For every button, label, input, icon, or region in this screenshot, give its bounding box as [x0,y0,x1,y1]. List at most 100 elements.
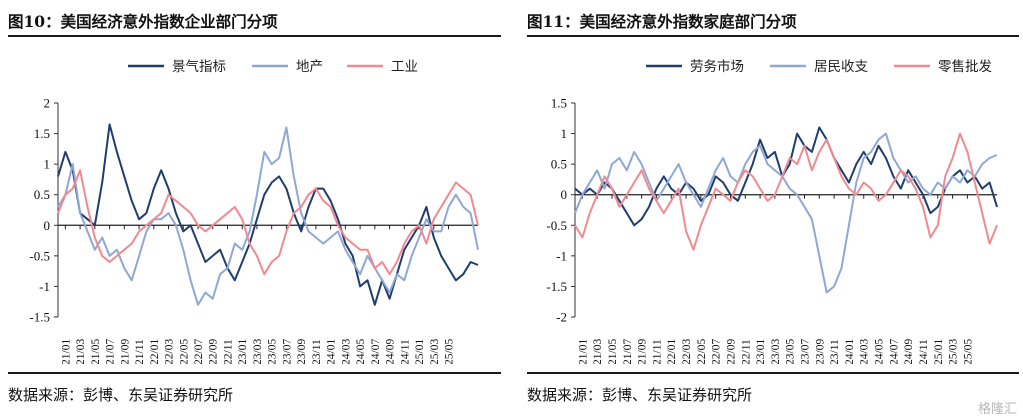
x-tick-label: 24/05 [355,339,367,364]
x-tick-label: 22/03 [164,339,176,364]
y-tick-label: -1.5 [29,310,50,325]
x-tick-label: 24/09 [385,339,397,364]
legend-item: 地产 [252,59,323,75]
x-tick-label: 21/09 [637,339,649,364]
legend-label: 居民收支 [814,59,868,75]
y-tick-label: -0.5 [29,248,50,263]
y-tick-label: 1.5 [551,96,567,111]
x-tick-label: 25/01 [933,339,945,364]
x-tick-label: 23/07 [281,339,293,364]
series-line [574,126,998,227]
x-tick-label: 23/05 [785,339,797,364]
y-tick-label: 0 [561,187,568,202]
source-rule [8,372,501,374]
x-tick-label: 22/09 [725,339,737,364]
x-tick-label: 24/07 [888,339,900,364]
figure-10-panel: 图10：美国经济意外指数企业部门分项 景气指标 地产 工业 2 1.5 1 0.5 0 -0.5… [0,0,505,419]
legend-item: 劳务市场 [646,58,744,75]
y-tick-label: -0.5 [546,218,567,233]
figure-11-title: 图11：美国经济意外指数家庭部门分项 [527,12,797,31]
x-tick-label: 25/01 [414,339,426,364]
legend-item: 工业 [347,59,418,75]
x-tick-label: 22/07 [193,339,205,364]
x-tick-label: 21/07 [105,339,117,364]
y-tick-label: -2 [556,310,567,325]
series-line [57,123,479,306]
x-tick-label: 23/11 [829,339,841,364]
y-tick-label: -1 [556,248,567,263]
x-tick-label: 22/07 [711,339,723,364]
x-tick-label: 24/11 [399,339,411,364]
x-tick-label: 23/09 [296,339,308,364]
y-tick-label: 1 [44,157,51,172]
x-tick-label: 22/05 [696,339,708,364]
x-tick-label: 21/03 [75,339,87,364]
x-tick-label: 22/01 [149,339,161,364]
x-tick-label: 23/11 [311,339,323,364]
y-tick-label: 1 [561,126,568,141]
x-tick-label: 25/05 [444,339,456,364]
x-tick-label: 21/09 [119,339,131,364]
title-rule [527,35,1019,37]
x-tick-label: 23/07 [800,339,812,364]
x-tick-label: 24/11 [918,339,930,364]
y-tick-label: 0.5 [551,157,567,172]
y-tick-label: 0 [44,218,51,233]
figure-11-panel: 图11：美国经济意外指数家庭部门分项 劳务市场 居民收支 零售批发 1.5 1 0.5 0 -… [519,0,1023,419]
x-tick-label: 23/09 [814,339,826,364]
x-tick-label: 23/03 [770,339,782,364]
legend-label: 零售批发 [938,59,992,75]
x-tick-label: 24/09 [903,339,915,364]
series-line [574,132,998,294]
legend-item: 景气指标 [128,59,226,75]
x-tick-label: 23/05 [267,339,279,364]
x-tick-label: 21/07 [622,339,634,364]
x-tick-label: 23/03 [252,339,264,364]
x-tick-label: 25/03 [948,339,960,364]
x-tick-label: 25/05 [962,339,974,364]
x-tick-label: 24/05 [874,339,886,364]
title-rule [8,35,501,37]
x-tick-label: 21/05 [90,339,102,364]
x-tick-label: 24/01 [844,339,856,364]
x-tick-label: 24/03 [859,339,871,364]
series-line [57,169,479,276]
legend-item: 居民收支 [770,59,868,75]
y-tick-label: 2 [44,96,51,111]
source-rule [527,372,1019,374]
x-tick-label: 21/01 [60,339,72,364]
figure-10-title: 图10：美国经济意外指数企业部门分项 [8,12,278,31]
series-line [574,132,998,251]
x-tick-label: 22/09 [208,339,220,364]
x-tick-label: 24/01 [326,339,338,364]
legend-label: 地产 [296,59,323,75]
y-tick-label: 0.5 [34,187,50,202]
x-tick-label: 24/07 [370,339,382,364]
x-tick-label: 21/03 [592,339,604,364]
x-tick-label: 21/05 [607,339,619,364]
x-tick-label: 25/03 [429,339,441,364]
legend-label: 景气指标 [172,59,226,75]
y-tick-label: -1 [39,279,50,294]
x-tick-label: 23/01 [237,339,249,364]
legend-label: 劳务市场 [690,58,744,75]
x-tick-label: 22/11 [222,339,234,364]
x-tick-label: 21/11 [134,339,146,364]
legend-label: 工业 [391,59,418,75]
y-tick-label: 1.5 [34,126,50,141]
y-tick-label: -1.5 [546,279,567,294]
legend-item: 零售批发 [894,59,992,75]
figure-10-source: 数据来源：彭博、东吴证券研究所 [8,386,234,404]
watermark-logo: 格隆汇 [977,402,1017,417]
x-tick-label: 22/11 [740,339,752,364]
x-tick-label: 21/01 [577,339,589,364]
x-tick-label: 22/05 [178,339,190,364]
figure-11-source: 数据来源：彭博、东吴证券研究所 [527,386,753,404]
x-tick-label: 22/01 [666,339,678,364]
x-tick-label: 24/03 [340,339,352,364]
series-line [57,126,479,306]
x-tick-label: 23/01 [755,339,767,364]
x-tick-label: 22/03 [681,339,693,364]
